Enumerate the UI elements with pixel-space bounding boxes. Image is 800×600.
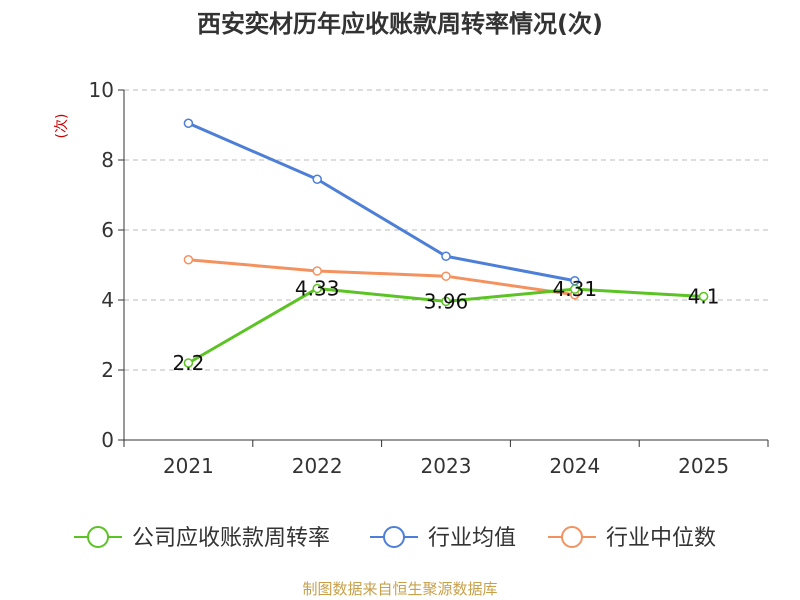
data-point: [312, 266, 322, 276]
x-tick-label: 2025: [678, 454, 729, 478]
grid-layer: [124, 89, 768, 371]
data-label: 2.2: [172, 351, 204, 375]
y-tick-label: 4: [101, 288, 114, 312]
data-point: [183, 118, 194, 128]
chart-title: 西安奕材历年应收账款周转率情况(次): [197, 10, 603, 38]
x-tick-label: 2021: [163, 454, 214, 478]
x-tick-label: 2022: [292, 454, 343, 478]
data-point: [698, 291, 709, 302]
data-label: 3.96: [424, 289, 469, 313]
label-layer: 2.2 4.33 3.96 4.31 4.1: [172, 276, 719, 375]
data-point: [183, 358, 194, 368]
data-point: [441, 271, 451, 281]
y-tick-label: 6: [101, 218, 114, 242]
y-tick-label: 0: [101, 428, 114, 452]
series-2: [183, 255, 580, 300]
series-1: [183, 118, 580, 286]
legend-marker: [383, 526, 405, 548]
legend-item: 行业均值: [370, 526, 516, 551]
legend-marker: [87, 526, 109, 548]
y-axis-label: (次): [54, 114, 70, 139]
y-tick-label: 10: [89, 78, 114, 102]
legend-item: 行业中位数: [548, 526, 716, 551]
data-point: [312, 283, 322, 294]
source-note: 制图数据来自恒生聚源数据库: [302, 580, 497, 598]
y-tick-label: 8: [101, 148, 114, 172]
data-label: 4.31: [553, 277, 598, 301]
axis-layer: 0 2 4 6 8 10 2021 2022 2023 2024 2025: [89, 78, 769, 478]
legend: 公司应收账款周转率 行业均值 行业中位数: [74, 526, 716, 551]
series-line: [187, 121, 576, 283]
x-tick-label: 2024: [549, 454, 600, 478]
legend-label: 公司应收账款周转率: [132, 526, 330, 551]
data-point: [183, 255, 194, 265]
series-layer: [183, 118, 709, 368]
series-0: [183, 283, 709, 368]
legend-label: 行业中位数: [606, 526, 716, 551]
data-point: [441, 251, 451, 261]
legend-label: 行业均值: [428, 526, 516, 551]
data-point: [312, 174, 322, 184]
series-line: [188, 258, 576, 297]
data-label: 4.1: [688, 285, 720, 309]
legend-marker: [561, 526, 583, 548]
legend-item: 公司应收账款周转率: [74, 526, 330, 551]
data-point: [570, 284, 580, 294]
y-tick-label: 2: [101, 358, 114, 382]
data-label: 4.33: [295, 276, 340, 300]
data-point: [441, 296, 451, 307]
x-tick-label: 2023: [421, 454, 472, 478]
